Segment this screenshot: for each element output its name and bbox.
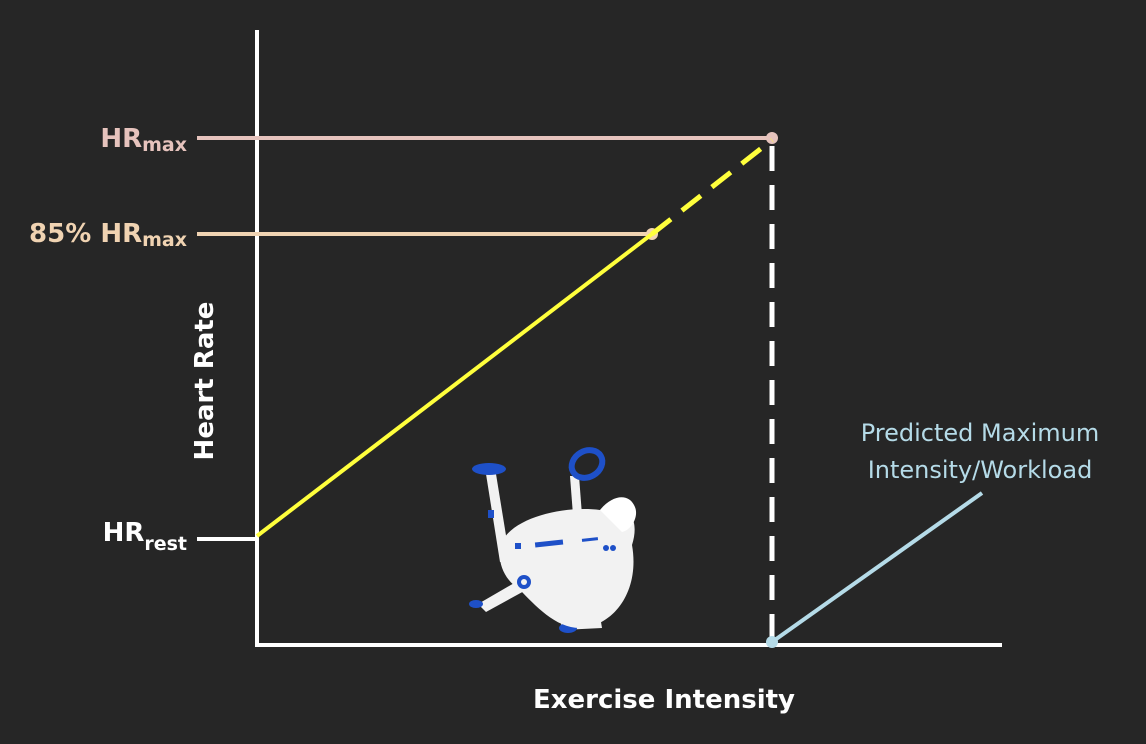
exercise-bike-icon xyxy=(469,447,637,633)
hr-trend-line xyxy=(255,232,654,538)
annotation-line-2: Intensity/Workload xyxy=(868,456,1093,484)
x-axis-label: Exercise Intensity xyxy=(533,685,795,715)
hr-85-label: 85% HRmax xyxy=(29,219,187,251)
hr-max-point xyxy=(766,132,778,144)
hr-max-label: HRmax xyxy=(100,124,187,156)
annotation-pointer xyxy=(770,491,984,644)
hr-trend-extrapolation xyxy=(650,138,774,236)
y-axis-label: Heart Rate xyxy=(190,302,220,461)
annotation-line-1: Predicted Maximum xyxy=(861,419,1100,447)
hr-rest-label: HRrest xyxy=(103,518,187,555)
